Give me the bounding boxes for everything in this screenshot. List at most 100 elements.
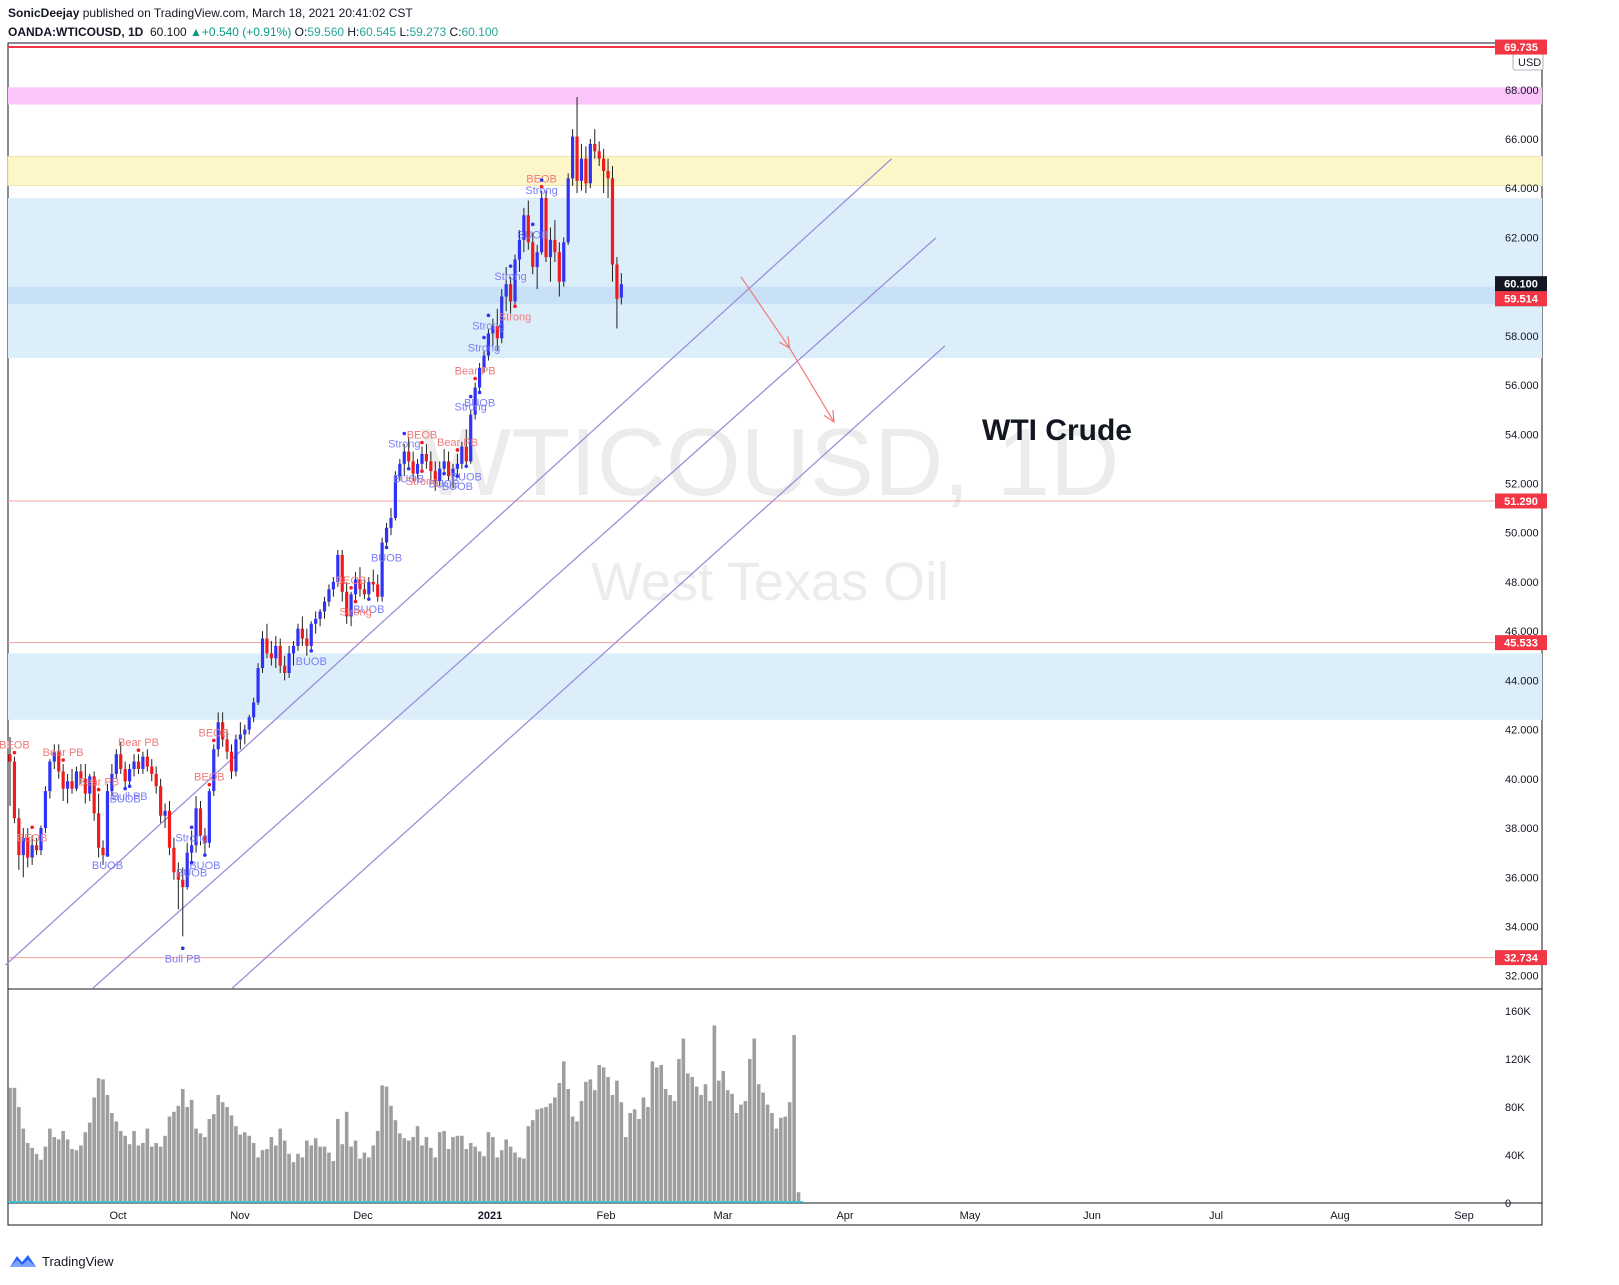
close-label: C:: [449, 25, 462, 39]
signal-dot: [455, 448, 460, 452]
candle-pattern-label: BEOB: [198, 727, 229, 739]
signal-dot: [203, 853, 207, 857]
candle-up: [274, 645, 278, 659]
volume-bar: [579, 1101, 584, 1203]
signal-dot: [384, 545, 389, 550]
candle-down: [305, 638, 309, 646]
time-tick-label: Nov: [230, 1210, 250, 1222]
volume-bar: [114, 1121, 119, 1203]
volume-bar: [530, 1120, 535, 1203]
candle-up: [336, 554, 340, 582]
volume-bar: [535, 1109, 539, 1203]
candle-pattern-label: Strong: [339, 607, 371, 619]
tradingview-logo[interactable]: TradingView: [8, 1253, 114, 1269]
candle-pattern-label: Strong: [175, 832, 207, 844]
candle-down: [119, 754, 123, 769]
candle-down: [610, 178, 615, 265]
candle-up: [442, 461, 446, 469]
volume-bar: [765, 1104, 770, 1203]
candle-down: [123, 768, 127, 782]
volume-bar: [96, 1078, 101, 1203]
symbol-name[interactable]: OANDA:WTICOUSD, 1D: [8, 25, 144, 39]
volume-bar: [588, 1079, 593, 1203]
volume-bar: [79, 1145, 83, 1203]
candle-up: [420, 453, 424, 464]
time-tick-label: Oct: [109, 1210, 126, 1222]
candle-up: [114, 754, 118, 774]
volume-bar: [216, 1095, 221, 1203]
candle-down: [464, 446, 468, 462]
author-name[interactable]: SonicDeejay: [8, 6, 80, 20]
volume-bar: [393, 1120, 398, 1203]
volume-bar: [699, 1095, 703, 1203]
candle-down: [553, 239, 557, 253]
volume-bar: [451, 1137, 455, 1203]
candle-down: [12, 761, 17, 819]
wti-crude-annotation: WTI Crude: [982, 414, 1132, 447]
candle-up: [247, 717, 251, 730]
price-tick-label: 48.000: [1505, 577, 1539, 589]
volume-bar: [473, 1146, 477, 1203]
volume-bar: [300, 1157, 305, 1203]
volume-bar: [70, 1149, 74, 1203]
volume-bar: [398, 1133, 402, 1203]
volume-bar: [499, 1150, 504, 1203]
volume-bar: [123, 1135, 127, 1203]
candle-pattern-label: BUOB: [110, 794, 141, 806]
volume-bar: [437, 1132, 442, 1203]
candle-up: [517, 239, 522, 260]
price-tag-label: 59.514: [1504, 294, 1539, 306]
projection-arrow-1: [740, 276, 791, 349]
volume-bar: [570, 1116, 575, 1203]
candle-pattern-label: Bear PB: [437, 437, 478, 449]
volume-bar: [783, 1116, 788, 1203]
candle-pattern-label: BUOB: [429, 479, 460, 491]
volume-bar: [730, 1093, 734, 1203]
signal-dot: [211, 738, 216, 743]
volume-bar: [56, 1139, 61, 1203]
volume-bar: [141, 1143, 145, 1203]
volume-bar: [234, 1126, 238, 1203]
volume-bar: [176, 1105, 181, 1203]
volume-bar: [491, 1137, 495, 1203]
signal-dot: [189, 860, 194, 865]
volume-bar: [158, 1146, 163, 1203]
publish-info: SonicDeejay published on TradingView.com…: [8, 6, 413, 20]
candle-down: [154, 773, 158, 787]
candle-down: [606, 170, 610, 179]
candle-up: [367, 581, 371, 595]
candle-down: [575, 136, 579, 181]
candle-pattern-label: BEOB: [407, 430, 438, 442]
candle-up: [331, 581, 335, 590]
candle-up: [234, 739, 238, 772]
candle-up: [74, 771, 79, 789]
volume-bar: [185, 1107, 189, 1203]
signal-dot: [539, 184, 544, 189]
channel-line-2: [231, 345, 946, 989]
candle-up: [579, 158, 584, 181]
volume-bar: [703, 1084, 708, 1203]
channel-line-1: [92, 237, 937, 989]
candle-up: [21, 837, 25, 856]
candle-pattern-label: Strong: [499, 311, 531, 323]
volume-bar: [628, 1113, 632, 1203]
price-tag-label: 60.100: [1504, 279, 1538, 291]
volume-bar: [411, 1137, 415, 1203]
candle-up: [491, 326, 495, 334]
signal-dot: [309, 649, 314, 653]
candle-up: [398, 463, 402, 477]
candle-up: [52, 751, 56, 762]
volume-bar: [637, 1119, 641, 1203]
volume-bar: [681, 1038, 686, 1203]
volume-bar: [623, 1137, 628, 1203]
signal-dot: [402, 431, 407, 436]
candle-up: [260, 638, 265, 669]
candle-up: [322, 601, 327, 612]
candle-down: [167, 810, 172, 848]
candle-down: [26, 837, 30, 858]
candle-up: [314, 618, 318, 624]
candle-down: [446, 461, 451, 477]
volume-bar: [274, 1145, 278, 1203]
candle-down: [278, 645, 282, 666]
